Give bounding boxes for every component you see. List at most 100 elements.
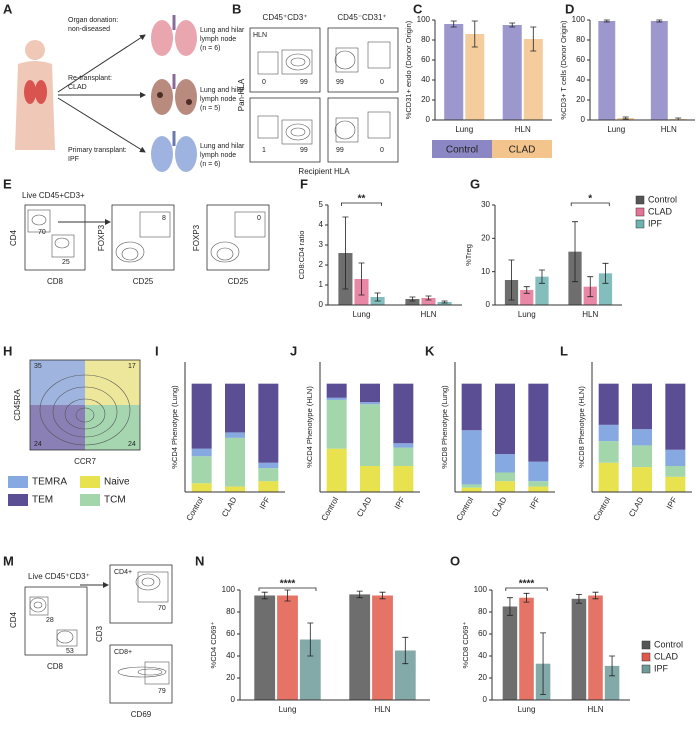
bar-segment xyxy=(665,466,686,477)
x-tick-label: Lung xyxy=(518,705,536,714)
sample-label: Lung and hilar xyxy=(200,143,245,150)
bar-segment xyxy=(360,402,380,405)
y-tick-label: 100 xyxy=(222,585,236,594)
bar-segment xyxy=(258,468,279,482)
error-bar xyxy=(603,19,610,23)
legend-swatch xyxy=(635,219,645,229)
error-bar xyxy=(508,259,515,301)
bar xyxy=(421,298,436,305)
bar xyxy=(254,595,276,700)
significance-bracket xyxy=(258,587,317,591)
legend-swatch xyxy=(80,476,100,488)
bar-segment xyxy=(191,383,212,449)
x-tick-label: Control xyxy=(592,495,613,522)
x-tick-label: IPF xyxy=(258,495,272,510)
error-bar xyxy=(379,591,386,600)
x-tick-label: HLN xyxy=(661,125,677,134)
bar xyxy=(299,639,321,700)
bar xyxy=(535,276,549,305)
contour xyxy=(257,41,391,145)
error-bar xyxy=(575,594,582,604)
error-bar xyxy=(307,622,314,657)
x-tick-label: Lung xyxy=(518,310,536,319)
bar-segment xyxy=(495,383,515,455)
person-head xyxy=(25,40,45,60)
bar-segment xyxy=(393,466,414,492)
error-bar xyxy=(592,591,599,600)
legend-label: CLAD xyxy=(654,651,679,661)
y-axis-label: CD8:CD4 ratio xyxy=(297,231,306,280)
group-label: non-diseased xyxy=(68,26,110,33)
y-tick-label: 3 xyxy=(319,240,324,249)
bar xyxy=(519,597,534,700)
bar-segment xyxy=(393,383,414,444)
y-tick-label: 40 xyxy=(226,651,235,660)
legend-label: IPF xyxy=(654,663,669,673)
error-bar xyxy=(284,589,291,602)
bar-segment xyxy=(632,467,652,492)
y-tick-label: 80 xyxy=(421,35,430,44)
legend-label: TEM xyxy=(32,495,53,506)
gate-value: 70 xyxy=(158,605,166,612)
gate-value: 0 xyxy=(380,147,384,154)
x-tick-label: HLN xyxy=(515,125,531,134)
legend-swatch xyxy=(635,195,645,205)
bar xyxy=(520,290,534,305)
bar xyxy=(588,595,603,700)
legend-swatch xyxy=(8,476,28,488)
legend-label: CLAD xyxy=(509,145,536,156)
legend-label: TEMRA xyxy=(32,477,67,488)
gate-value: 99 xyxy=(300,147,308,154)
legend-swatch xyxy=(641,664,651,674)
panel-letter: F xyxy=(300,176,308,191)
flow-plot xyxy=(249,27,321,93)
bar xyxy=(437,302,452,305)
bar-segment xyxy=(632,429,652,446)
flow-plot xyxy=(24,204,86,271)
legend-label: IPF xyxy=(648,218,663,228)
bar xyxy=(598,21,616,120)
panel-letter: D xyxy=(565,1,574,16)
lung xyxy=(151,15,197,56)
contour xyxy=(27,209,266,263)
group-label: Re-transplant: xyxy=(68,75,112,82)
y-tick-label: 20 xyxy=(226,673,235,682)
y-tick-label: 0 xyxy=(581,115,586,124)
bar-segment xyxy=(191,456,212,484)
x-tick-label: Lung xyxy=(279,705,297,714)
bar-segment xyxy=(326,397,347,400)
gate-value: 1 xyxy=(262,147,266,154)
arrow xyxy=(57,34,146,93)
sample-label: (n = 6) xyxy=(200,45,220,52)
bar xyxy=(604,665,620,700)
error-bar xyxy=(342,216,349,290)
x-tick-label: Control xyxy=(320,495,341,522)
axis-label: CD45RA xyxy=(13,389,22,421)
axis-label: Pan-HLA xyxy=(237,78,246,111)
bar-segment xyxy=(598,462,619,492)
x-tick-label: CLAD xyxy=(627,495,646,518)
gate-value: 0 xyxy=(380,79,384,86)
y-tick-label: 80 xyxy=(576,35,585,44)
column-title: CD45⁻CD31⁺ xyxy=(337,13,386,22)
bar xyxy=(372,595,393,700)
error-bar xyxy=(622,116,629,120)
gate-title: Live CD45+CD3+ xyxy=(22,191,85,200)
bar xyxy=(502,606,518,700)
bar xyxy=(650,21,668,120)
flow-plot xyxy=(111,204,175,271)
error-bar xyxy=(356,590,363,599)
panel-letter: J xyxy=(290,343,297,358)
y-axis-label: %CD8 Phenotype (Lung) xyxy=(440,385,449,469)
gate-value: 79 xyxy=(158,688,166,695)
bar-segment xyxy=(225,383,245,433)
axis-label: Recipient HLA xyxy=(298,167,350,176)
error-bar xyxy=(358,262,365,296)
bar-segment xyxy=(461,383,482,431)
gate-value: 99 xyxy=(336,79,344,86)
flow-plot xyxy=(24,586,88,656)
bar-segment xyxy=(326,399,347,449)
legend-label: TCM xyxy=(104,495,126,506)
significance-label: * xyxy=(588,194,592,205)
panel-b: CD45⁺CD3⁺ CD45⁻CD31⁺ HLN 0 99 99 0 1 99 … xyxy=(237,13,399,176)
